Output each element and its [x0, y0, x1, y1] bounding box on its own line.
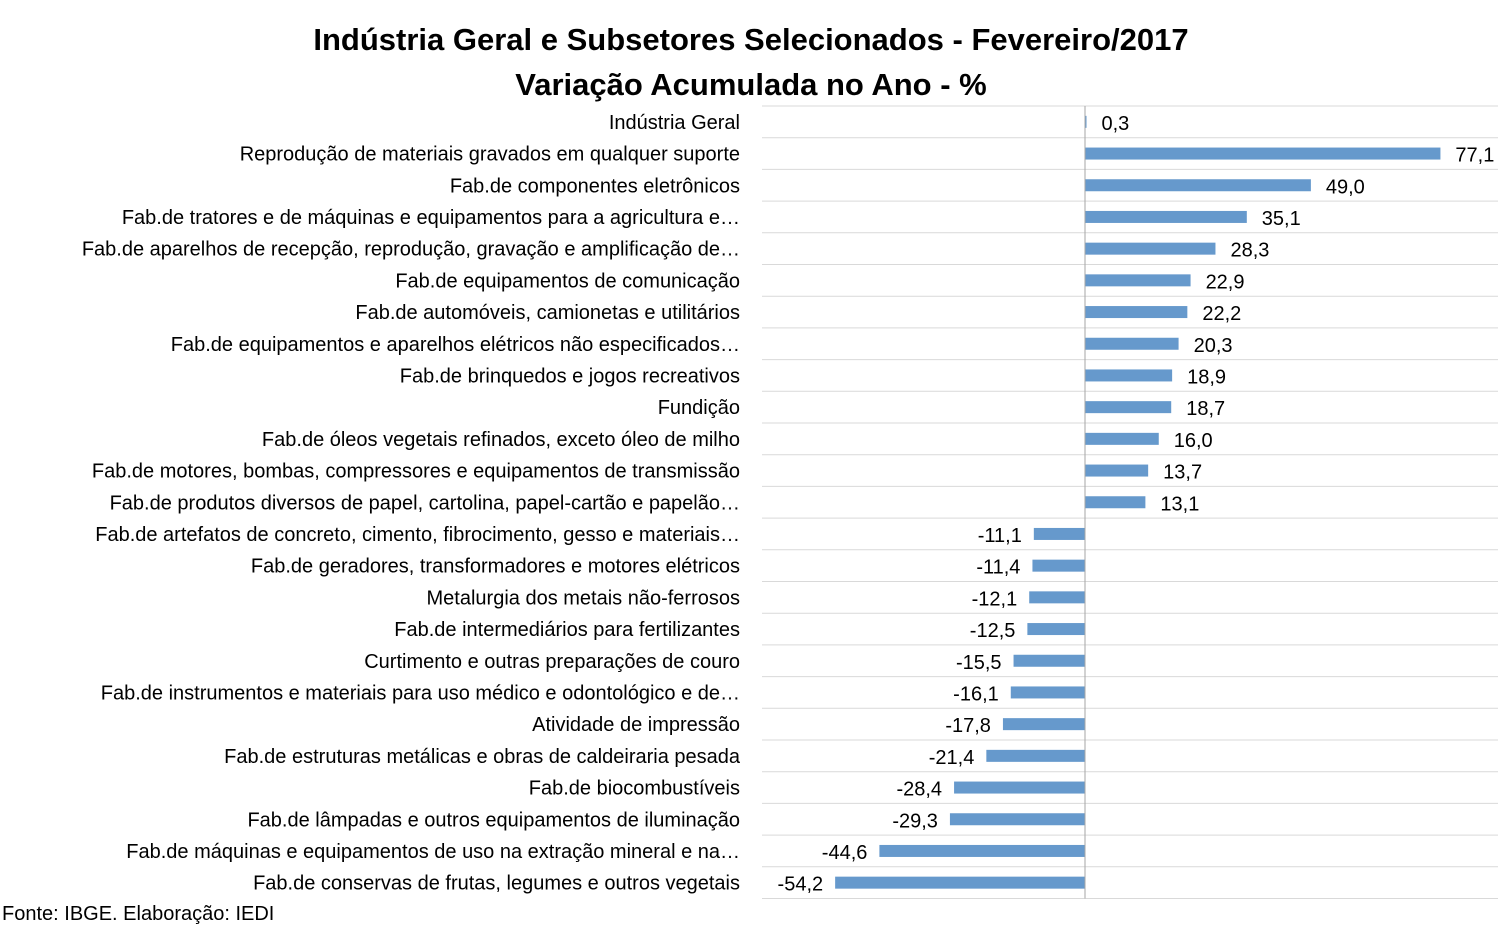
category-label: Atividade de impressão	[532, 714, 740, 736]
category-label: Fab.de conservas de frutas, legumes e ou…	[253, 873, 740, 895]
chart-subtitle: Variação Acumulada no Ano - %	[515, 67, 987, 102]
category-label: Fab.de automóveis, camionetas e utilitár…	[355, 302, 740, 324]
value-label: 0,3	[1102, 113, 1130, 135]
value-label: -28,4	[896, 779, 942, 801]
category-label: Fab.de lâmpadas e outros equipamentos de…	[247, 809, 740, 831]
bar	[1013, 654, 1085, 667]
category-label: Fab.de instrumentos e materiais para uso…	[101, 682, 740, 704]
bar	[1010, 686, 1085, 699]
value-label: -11,4	[976, 557, 1020, 579]
category-label: Fab.de brinquedos e jogos recreativos	[400, 365, 740, 387]
category-label: Fab.de componentes eletrônicos	[450, 175, 740, 197]
category-label: Fab.de geradores, transformadores e moto…	[251, 556, 740, 578]
category-label: Fab.de aparelhos de recepção, reprodução…	[82, 239, 740, 261]
value-label: 16,0	[1174, 430, 1213, 452]
value-label: -12,5	[970, 620, 1016, 642]
value-label: 49,0	[1326, 176, 1365, 198]
value-label: 22,9	[1206, 271, 1245, 293]
bar	[1029, 591, 1085, 604]
source-note: Fonte: IBGE. Elaboração: IEDI	[2, 903, 275, 925]
category-label: Fab.de motores, bombas, compressores e e…	[92, 461, 740, 483]
value-label: 35,1	[1262, 208, 1301, 230]
value-label: -29,3	[892, 810, 938, 832]
chart-title: Indústria Geral e Subsetores Selecionado…	[313, 22, 1189, 57]
value-label: 13,1	[1160, 493, 1199, 515]
value-label: -17,8	[945, 715, 991, 737]
category-label: Fab.de estruturas metálicas e obras de c…	[224, 746, 741, 768]
bar	[1085, 179, 1311, 192]
value-label: 22,2	[1202, 303, 1241, 325]
value-label: 13,7	[1163, 462, 1202, 484]
bar	[1085, 274, 1191, 287]
category-label: Fab.de produtos diversos de papel, carto…	[110, 492, 740, 514]
bar	[1032, 559, 1085, 572]
bar	[1085, 147, 1441, 160]
category-label: Fab.de máquinas e equipamentos de uso na…	[126, 841, 740, 863]
value-label: 77,1	[1455, 145, 1494, 167]
category-label: Reprodução de materiais gravados em qual…	[240, 144, 740, 166]
category-label: Fab.de equipamentos de comunicação	[395, 270, 740, 292]
value-label: 20,3	[1194, 335, 1233, 357]
category-label: Fab.de óleos vegetais refinados, exceto …	[262, 429, 740, 451]
bar	[1085, 306, 1188, 319]
bar	[986, 749, 1085, 762]
category-label: Curtimento e outras preparações de couro	[364, 651, 740, 673]
bar	[1085, 369, 1173, 382]
value-label: -54,2	[778, 874, 824, 896]
category-label: Fab.de intermediários para fertilizantes	[394, 619, 740, 641]
category-label: Fundição	[658, 397, 740, 419]
value-label: -12,1	[972, 588, 1018, 610]
bar	[1085, 496, 1146, 509]
category-label: Indústria Geral	[609, 112, 740, 134]
category-label: Fab.de biocombustíveis	[529, 778, 740, 800]
bar	[1085, 401, 1172, 414]
value-label: 28,3	[1230, 240, 1269, 262]
bar	[1085, 210, 1247, 223]
category-label: Fab.de artefatos de concreto, cimento, f…	[95, 524, 740, 546]
value-label: -44,6	[822, 842, 868, 864]
bar	[1085, 115, 1087, 128]
bar	[1085, 464, 1149, 477]
bar	[1002, 718, 1085, 731]
value-label: -15,5	[956, 652, 1002, 674]
value-label: -21,4	[929, 747, 975, 769]
value-label: 18,7	[1186, 398, 1225, 420]
bar	[835, 876, 1085, 889]
bar	[1085, 242, 1216, 255]
value-label: -11,1	[978, 525, 1022, 547]
bar	[1027, 623, 1085, 636]
bar	[949, 813, 1085, 826]
category-label: Fab.de tratores e de máquinas e equipame…	[122, 207, 740, 229]
category-label: Metalurgia dos metais não-ferrosos	[427, 587, 740, 609]
bar	[1085, 337, 1179, 350]
value-label: 18,9	[1187, 366, 1226, 388]
bar	[954, 781, 1085, 794]
value-label: -16,1	[953, 683, 999, 705]
bar	[1085, 432, 1159, 445]
bar	[1033, 527, 1085, 540]
category-label: Fab.de equipamentos e aparelhos elétrico…	[171, 334, 740, 356]
bar	[879, 844, 1085, 857]
